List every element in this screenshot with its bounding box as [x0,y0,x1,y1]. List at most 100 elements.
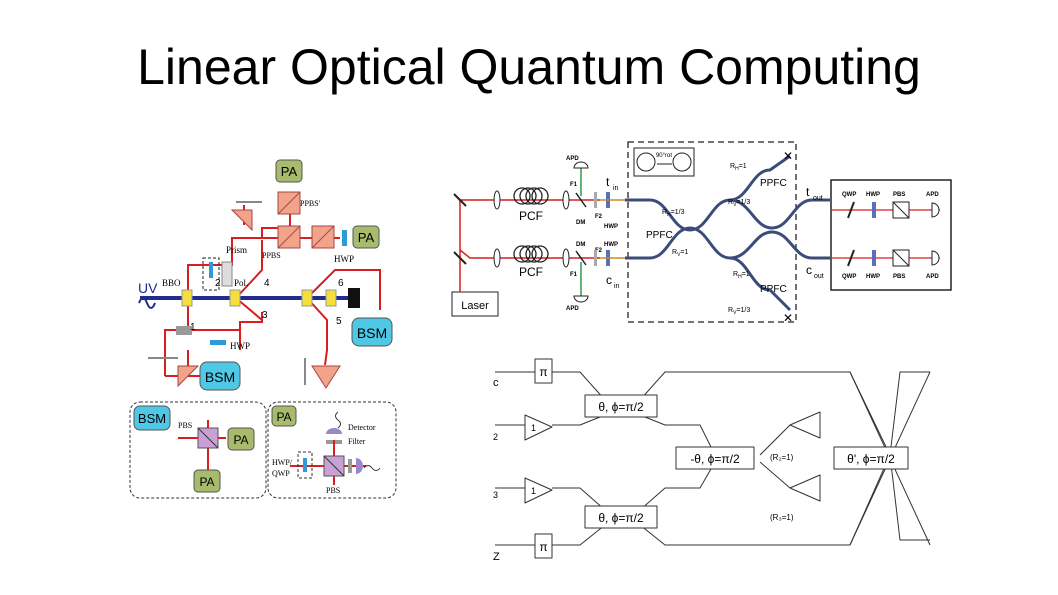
path-label-3: 3 [262,310,268,321]
path-label-2: 2 [215,278,221,289]
slide-title: Linear Optical Quantum Computing [137,39,921,95]
apd-bottom-left [573,295,589,303]
svg-text:PA: PA [233,433,248,447]
svg-text:RH=1: RH=1 [733,271,750,280]
polarizer [221,261,233,287]
svg-text:Detector: Detector [348,423,376,432]
hwp-fiber-label-top: HWP [604,224,618,230]
svg-text:out: out [814,273,824,280]
svg-text:c: c [806,263,812,277]
svg-text:θ, ϕ=π/2: θ, ϕ=π/2 [598,400,644,414]
path-label-1: 1 [190,322,196,333]
hwp-plate-3 [210,340,226,345]
beam-dump [348,288,360,308]
fiber-couplers [625,154,830,312]
path-label-6: 6 [338,278,344,289]
hwp-fiber-label-bottom: HWP [604,242,618,248]
svg-text:PA: PA [199,475,214,489]
apd-label-1: APD [566,156,579,162]
svg-text:PA: PA [276,410,291,424]
x-mark-bottom: ✕ [783,311,793,325]
dm-label-bottom: DM [576,242,585,248]
qwp-label-top: QWP [842,192,856,198]
svg-text:π: π [539,540,547,554]
svg-text:θ, ϕ=π/2: θ, ϕ=π/2 [598,511,644,525]
hwp-label-an-top: HWP [866,192,880,198]
rotation-label: 90°rot [656,153,672,159]
pa-box-right: PA [352,225,380,249]
hwp-label-bottom: HWP [230,341,250,351]
pa-box-top: PA [275,159,303,183]
rotation-box [633,147,695,177]
bsm-box-bottom: BSM [199,361,241,391]
laser-box [451,291,499,317]
x-mark-top: ✕ [783,149,793,163]
f2-filter-bottom [594,250,597,266]
figure-photonic-setup: UV BBO [129,159,397,499]
laser-label: Laser [461,300,489,312]
lens-bottom-2 [562,248,570,268]
f1-label-bottom: F1 [570,272,578,278]
t-in-label: t in [606,175,619,192]
svg-text:Filter: Filter [348,437,366,446]
svg-text:RH=1: RH=1 [730,163,747,172]
svg-text:in: in [614,283,620,290]
bbo-crystal-4 [325,289,337,307]
beam-splitter-top: θ, ϕ=π/2 [584,394,658,418]
inset-bsm-detail: BSM PBS PA PA [129,401,267,499]
pcf-coil-top [513,187,549,205]
bbo-crystal-1 [181,289,193,307]
rail-label-2: 2 [493,432,498,442]
ppbs-label: PPBS [262,251,281,260]
hwp-label-an-bottom: HWP [866,274,880,280]
path-label-5: 5 [336,316,342,327]
svg-text:BSM: BSM [138,411,166,426]
red-beams [164,205,381,377]
prism-bottom [311,365,341,389]
apd-right-bottom [931,250,940,266]
analysis-box [830,179,952,291]
lens-top-1 [493,190,501,210]
r3-label: (R₃=1) [770,513,794,522]
qwp-bottom [847,249,855,267]
qwp-label-bottom: QWP [842,274,856,280]
beam-splitter-right: θ', ϕ=π/2 [833,446,909,470]
phase-shifter-top: π [534,358,553,384]
pcf-label-bottom: PCF [519,265,543,279]
svg-text:RV=1: RV=1 [672,249,688,258]
svg-text:PA: PA [281,164,298,179]
f2-filter-top [594,192,597,208]
qwp-top [847,201,855,219]
pbs-label-top: PBS [893,192,905,198]
r2-label: (R₂=1) [770,453,794,462]
svg-text:PBS: PBS [178,421,192,430]
bbo-crystal-3 [301,289,313,307]
dm-bottom [575,250,587,266]
dm-label-top: DM [576,220,585,226]
ppfc-label-bottom: PPFC [760,284,787,295]
apd-label-right-top: APD [926,192,939,198]
beam-splitter-middle: -θ, ϕ=π/2 [675,446,755,470]
t-out-label: t out [806,185,823,202]
source-triangle-3: 1 [524,477,553,504]
inset-pa-detail: PA Detector Filter HWP/ QWP PBS [267,401,397,499]
svg-text:out: out [813,195,823,202]
svg-text:c: c [606,273,612,287]
c-in-label: c in [606,273,620,290]
f2-label-top: F2 [595,214,603,220]
path-label-4: 4 [264,278,270,289]
ppbs-prime-label: PPBS′ [300,199,321,208]
c-out-label: c out [806,263,824,280]
mirror-top [453,193,467,207]
hwp-dashed-box [202,257,220,291]
mirror-bottom [453,251,467,265]
svg-text:t: t [806,185,810,199]
svg-text:in: in [613,185,619,192]
svg-text:PA: PA [358,230,375,245]
lens-bottom-1 [493,248,501,268]
hwp-analysis-top [872,202,876,218]
bbo-label: BBO [162,278,181,288]
rail-label-z: Z [493,551,500,563]
